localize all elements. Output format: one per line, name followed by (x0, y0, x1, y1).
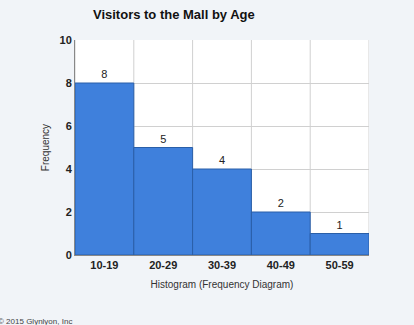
svg-text:8: 8 (101, 68, 107, 80)
svg-text:10-19: 10-19 (90, 259, 118, 271)
svg-text:10: 10 (60, 34, 72, 46)
svg-text:8: 8 (66, 77, 72, 89)
svg-text:5: 5 (160, 133, 166, 145)
svg-text:0: 0 (66, 249, 72, 261)
svg-text:40-49: 40-49 (267, 259, 295, 271)
svg-text:Visitors to the Mall by Age: Visitors to the Mall by Age (93, 7, 255, 22)
svg-text:30-39: 30-39 (208, 259, 236, 271)
svg-text:4: 4 (219, 154, 225, 166)
svg-text:20-29: 20-29 (149, 259, 177, 271)
svg-text:4: 4 (66, 163, 73, 175)
svg-text:1: 1 (337, 219, 343, 231)
svg-text:6: 6 (66, 120, 72, 132)
svg-text:50-59: 50-59 (326, 259, 354, 271)
svg-text:© 2015 Glynlyon, Inc: © 2015 Glynlyon, Inc (0, 317, 72, 325)
svg-text:Frequency: Frequency (40, 124, 51, 171)
svg-text:2: 2 (278, 197, 284, 209)
svg-text:2: 2 (66, 206, 72, 218)
svg-text:Histogram (Frequency Diagram): Histogram (Frequency Diagram) (151, 279, 294, 290)
